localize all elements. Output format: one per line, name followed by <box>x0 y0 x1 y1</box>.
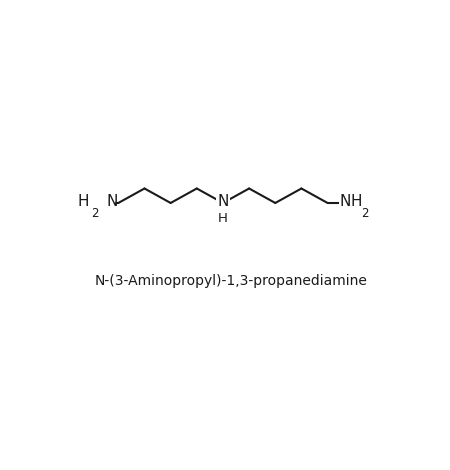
Text: H: H <box>78 194 90 209</box>
Text: N: N <box>217 194 229 209</box>
Text: 2: 2 <box>91 207 99 219</box>
Text: N: N <box>340 194 351 209</box>
Text: 2: 2 <box>361 207 368 219</box>
Text: N-(3-Aminopropyl)-1,3-propanediamine: N-(3-Aminopropyl)-1,3-propanediamine <box>94 274 367 288</box>
Text: H: H <box>351 194 362 209</box>
Text: H: H <box>218 212 228 225</box>
Text: N: N <box>106 194 117 209</box>
